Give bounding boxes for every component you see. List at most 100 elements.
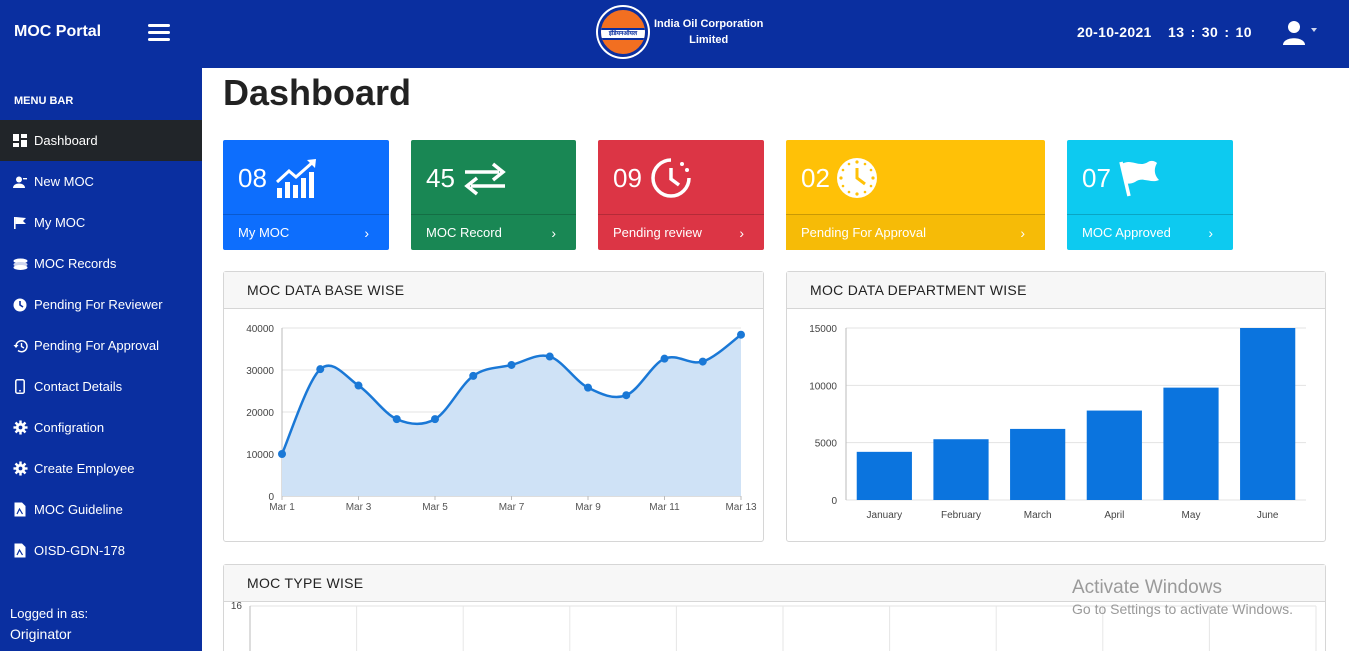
x-tick-label: March xyxy=(1024,510,1052,521)
app-brand[interactable]: MOC Portal xyxy=(14,23,102,40)
card-label: Pending review xyxy=(613,225,702,240)
data-point xyxy=(392,415,401,424)
logged-in-role: Originator xyxy=(10,626,72,642)
flag-icon xyxy=(1119,160,1159,197)
hamburger-menu-icon[interactable] xyxy=(148,24,170,41)
y-tick-label: 16 xyxy=(231,602,243,612)
sidebar-item-moc-guideline[interactable]: MOC Guideline xyxy=(0,489,202,530)
sidebar-item-label: Contact Details xyxy=(34,379,123,394)
caret-down-icon xyxy=(1311,28,1317,32)
card-footer: Pending For Approval › xyxy=(786,214,1045,250)
x-tick-label: January xyxy=(867,510,903,521)
sidebar-item-create-employee[interactable]: Create Employee xyxy=(0,448,202,489)
sidebar-item-label: Pending For Reviewer xyxy=(34,297,163,312)
card-footer: Pending review › xyxy=(598,214,764,250)
panel-database-wise: MOC DATA BASE WISE 0 10000 20000 30000 40000… xyxy=(223,271,764,542)
card-footer: MOC Approved › xyxy=(1067,214,1233,250)
company-logo: इंडियनऑयल India Oil Corporation Limited xyxy=(598,7,763,57)
history-icon xyxy=(12,338,28,354)
area-fill xyxy=(282,334,741,496)
y-tick-label: 30000 xyxy=(246,366,274,377)
sidebar-item-pending-approval[interactable]: Pending For Approval xyxy=(0,325,202,366)
chevron-right-icon: › xyxy=(364,224,369,241)
sidebar-item-label: Pending For Approval xyxy=(34,338,160,353)
stack-icon xyxy=(12,256,28,272)
card-label: MOC Approved xyxy=(1082,225,1171,240)
area-chart: 0 10000 20000 30000 40000 Mar 1 Mar 3 Mar 5 Mar … xyxy=(246,324,757,513)
panel-title: MOC TYPE WISE xyxy=(224,565,1325,602)
chevron-right-icon: › xyxy=(551,224,556,241)
gear-icon xyxy=(12,420,28,436)
clock-separator: : xyxy=(1224,24,1230,40)
x-tick-label: April xyxy=(1104,510,1124,521)
phone-icon xyxy=(12,379,28,395)
x-tick-label: Mar 11 xyxy=(649,502,680,513)
logged-in-info: Logged in as: Originator xyxy=(10,604,88,644)
sidebar-item-oisd-gdn-178[interactable]: OISD-GDN-178 xyxy=(0,530,202,571)
user-menu-button[interactable] xyxy=(1282,20,1322,46)
current-time: 13:30:10 xyxy=(1168,24,1252,40)
data-point xyxy=(354,381,363,390)
x-tick-label: February xyxy=(941,510,981,521)
card-moc-approved[interactable]: 07 MOC Approved › xyxy=(1067,140,1233,250)
file-icon xyxy=(12,543,28,559)
chevron-right-icon: › xyxy=(1208,224,1213,241)
exchange-arrows-icon xyxy=(464,162,506,196)
data-point xyxy=(545,352,554,361)
card-pending-approval[interactable]: 02 Pending For Approval › xyxy=(786,140,1045,250)
sidebar-item-label: OISD-GDN-178 xyxy=(34,543,126,558)
sidebar-item-configration[interactable]: Configration xyxy=(0,407,202,448)
clock-icon xyxy=(12,297,28,313)
x-tick-label: Mar 7 xyxy=(499,502,525,513)
sidebar-item-my-moc[interactable]: My MOC xyxy=(0,202,202,243)
watermark-line1: Activate Windows xyxy=(1072,577,1222,598)
data-point xyxy=(622,391,631,400)
data-point xyxy=(469,371,478,380)
data-point xyxy=(698,357,707,366)
card-value: 09 xyxy=(613,163,642,193)
y-tick-label: 0 xyxy=(268,492,274,503)
menu-title: MENU BAR xyxy=(14,95,74,107)
sidebar-item-moc-records[interactable]: MOC Records xyxy=(0,243,202,284)
bar xyxy=(1163,387,1219,500)
dashboard-icon xyxy=(12,133,28,149)
card-pending-review[interactable]: 09 Pending review › xyxy=(598,140,764,250)
bar xyxy=(1086,410,1142,500)
y-tick-label: 10000 xyxy=(246,450,274,461)
company-name-line1: India Oil Corporation xyxy=(654,18,764,30)
data-point xyxy=(737,330,745,339)
card-label: My MOC xyxy=(238,225,290,240)
company-name: India Oil Corporation Limited xyxy=(654,16,763,48)
clock-minutes: 30 xyxy=(1201,24,1219,40)
sidebar-item-label: MOC Records xyxy=(34,256,117,271)
chevron-right-icon: › xyxy=(1020,224,1025,241)
clock-hours: 13 xyxy=(1168,24,1185,40)
x-tick-label: Mar 13 xyxy=(725,502,757,513)
card-moc-record[interactable]: 45 MOC Record › xyxy=(411,140,576,250)
bar xyxy=(1010,428,1066,500)
sidebar-item-dashboard[interactable]: Dashboard xyxy=(0,120,202,161)
card-my-moc[interactable]: 08 My MOC › xyxy=(223,140,389,250)
y-tick-label: 10000 xyxy=(809,381,837,392)
y-tick-label: 40000 xyxy=(246,324,274,335)
sidebar-item-new-moc[interactable]: New MOC xyxy=(0,161,202,202)
sidebar-item-label: My MOC xyxy=(34,215,86,230)
sidebar-item-pending-reviewer[interactable]: Pending For Reviewer xyxy=(0,284,202,325)
activate-windows-watermark: Activate Windows Go to Settings to activ… xyxy=(1072,577,1293,617)
user-icon xyxy=(1283,21,1317,45)
sidebar-item-label: New MOC xyxy=(34,174,94,189)
sidebar: MENU BAR Dashboard New MOC My MOC MOC Re… xyxy=(0,68,202,651)
y-tick-label: 15000 xyxy=(809,324,837,335)
sidebar-menu: Dashboard New MOC My MOC MOC Records Pen… xyxy=(0,120,202,571)
x-tick-label: Mar 5 xyxy=(422,502,448,513)
x-tick-label: May xyxy=(1182,510,1201,521)
clock-rotate-icon xyxy=(651,158,691,198)
y-tick-label: 0 xyxy=(831,496,837,507)
card-label: MOC Record xyxy=(426,225,502,240)
gear-icon xyxy=(12,461,28,477)
trend-up-icon xyxy=(275,159,316,198)
card-label: Pending For Approval xyxy=(801,225,927,240)
sidebar-item-contact-details[interactable]: Contact Details xyxy=(0,366,202,407)
flag-icon xyxy=(12,215,28,231)
indianoil-logo-icon: इंडियनऑयल xyxy=(598,7,648,57)
